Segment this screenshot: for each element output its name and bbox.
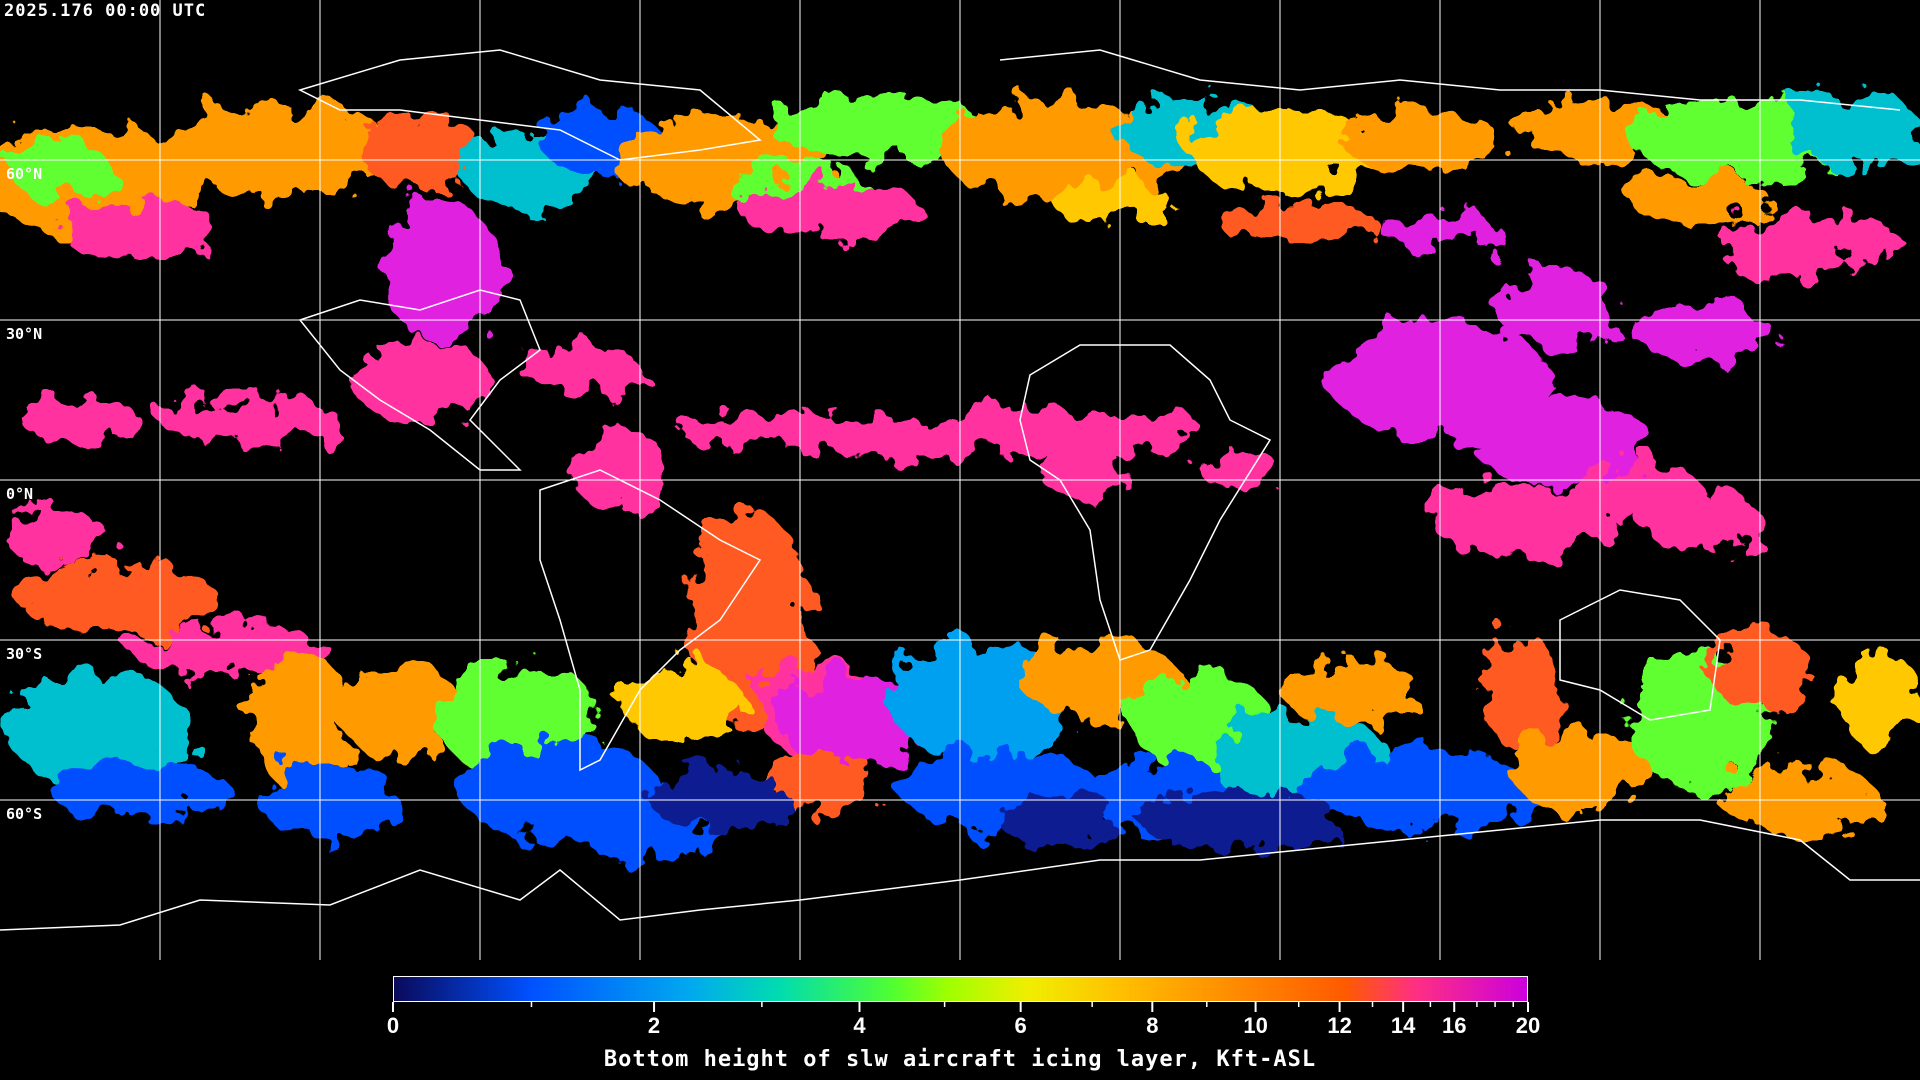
coastline xyxy=(999,49,1901,111)
coastline xyxy=(1559,589,1721,721)
icing-region xyxy=(50,760,230,820)
tick-label: 12 xyxy=(1327,1013,1352,1038)
icing-region xyxy=(1510,730,1650,810)
coastline xyxy=(1019,344,1272,661)
tick-label: 8 xyxy=(1146,1013,1159,1038)
icing-region xyxy=(520,345,640,395)
icing-region xyxy=(1220,205,1380,245)
icing-region xyxy=(20,400,140,440)
icing-region xyxy=(1140,790,1340,850)
icing-region xyxy=(1720,220,1840,280)
icing-region xyxy=(360,110,480,190)
tick-label: 16 xyxy=(1441,1013,1467,1038)
lat-label-60s: 60°S xyxy=(6,805,43,823)
lat-label-30n: 30°N xyxy=(6,325,43,343)
icing-region xyxy=(620,660,740,740)
icing-region xyxy=(1300,750,1540,830)
icing-region xyxy=(740,180,920,240)
icing-region xyxy=(1340,110,1500,170)
icing-region xyxy=(60,200,220,260)
icing-region xyxy=(1040,440,1120,500)
icing-region xyxy=(940,405,1100,455)
icing-region xyxy=(20,565,220,635)
tick-label: 4 xyxy=(853,1013,866,1038)
graticule xyxy=(0,0,1920,960)
icing-region xyxy=(1480,630,1560,750)
colorbar-label: Bottom height of slw aircraft icing laye… xyxy=(603,1047,1317,1072)
icing-region xyxy=(250,650,350,790)
icing-region xyxy=(1630,175,1770,225)
icing-region xyxy=(1200,450,1280,490)
icing-region xyxy=(350,340,490,420)
tick-label: 14 xyxy=(1390,1013,1416,1038)
tick-label: 0 xyxy=(386,1013,400,1038)
icing-region xyxy=(1780,90,1920,170)
icing-region xyxy=(340,660,460,760)
icing-region xyxy=(1280,660,1420,720)
icing-region xyxy=(10,510,110,570)
tick-label: 6 xyxy=(1014,1013,1027,1038)
icing-region xyxy=(1050,180,1170,220)
icing-region xyxy=(160,395,340,445)
coastlines xyxy=(0,49,1920,931)
colorbar xyxy=(393,976,1528,1002)
icing-region xyxy=(1080,405,1200,455)
icing-region xyxy=(10,140,110,200)
icing-region xyxy=(780,670,920,770)
lat-label-0: 0°N xyxy=(6,485,34,503)
icing-region xyxy=(1470,395,1650,485)
icing-region xyxy=(380,200,500,340)
icing-region xyxy=(10,670,190,790)
icing-region xyxy=(1000,790,1120,850)
lat-label-60n: 60°N xyxy=(6,165,43,183)
icing-map xyxy=(0,0,1920,960)
lat-label-30s: 30°S xyxy=(6,645,43,663)
tick-label: 2 xyxy=(647,1013,661,1038)
icing-region xyxy=(160,105,400,195)
icing-region xyxy=(760,750,880,810)
timestamp: 2025.176 00:00 UTC xyxy=(4,1,207,21)
coastline xyxy=(539,469,762,772)
coastline xyxy=(297,49,762,161)
icing-region xyxy=(1430,485,1610,555)
icing-region xyxy=(1630,300,1770,360)
icing-region xyxy=(570,430,670,510)
icing-region xyxy=(1840,650,1920,750)
icing-region xyxy=(770,100,990,160)
icing-region xyxy=(1500,270,1620,350)
icing-region xyxy=(1640,490,1760,550)
tick-label: 10 xyxy=(1243,1013,1268,1038)
tick-label: 20 xyxy=(1515,1013,1541,1038)
coastline xyxy=(298,289,541,471)
